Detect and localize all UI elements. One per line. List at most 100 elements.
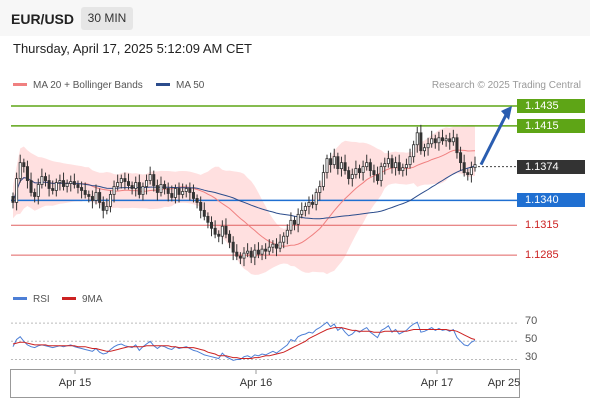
candle-body	[43, 176, 47, 181]
candle-body	[134, 182, 138, 189]
candle-body	[191, 192, 195, 199]
candle-body	[415, 132, 419, 146]
candle-body	[72, 181, 76, 185]
candle-body	[173, 188, 177, 198]
candle-body	[339, 162, 343, 170]
ma20-swatch	[13, 82, 27, 86]
ma20-label: MA 20 + Bollinger Bands	[33, 80, 143, 91]
candle-body	[51, 188, 55, 191]
candle-body	[347, 170, 351, 179]
last-price-label: 1.1374	[517, 159, 585, 174]
x-tick-apr16: Apr 16	[239, 377, 273, 389]
level-label-s1: 1.1315	[525, 219, 559, 232]
candle-body	[473, 164, 477, 169]
candle-body	[238, 255, 242, 259]
candle-body	[404, 164, 408, 169]
candle-body	[300, 209, 304, 215]
candle-body	[441, 137, 445, 142]
candle-body	[47, 180, 51, 189]
candle-body	[119, 178, 123, 183]
x-tick-apr25: Apr 25	[487, 377, 521, 389]
candle-body	[390, 158, 394, 169]
candle-body	[231, 241, 235, 253]
candle-body	[141, 186, 145, 195]
candle-body	[206, 215, 210, 223]
candle-body	[459, 152, 463, 164]
candle-body	[318, 186, 322, 193]
candle-body	[65, 183, 69, 187]
candle-body	[249, 250, 253, 258]
candle-body	[40, 176, 44, 185]
candle-body	[11, 196, 15, 203]
candle-body	[354, 168, 358, 175]
candle-body	[148, 174, 152, 181]
candle-body	[18, 162, 22, 179]
candle-body	[166, 188, 170, 194]
top-bar: EUR/USD 30 MIN	[0, 0, 590, 36]
candle-body	[29, 180, 33, 193]
candle-body	[213, 227, 217, 235]
candle-body	[267, 246, 271, 252]
candle-body	[408, 156, 412, 166]
level-label-r2: 1.1435	[517, 98, 585, 113]
forecast-arrow-shaft	[479, 114, 508, 166]
level-label-r1: 1.1415	[517, 118, 585, 133]
candle-body	[188, 188, 192, 193]
candle-body	[260, 248, 264, 255]
candle-body	[336, 156, 340, 170]
candle-body	[271, 243, 275, 248]
candle-body	[285, 229, 289, 237]
candle-body	[437, 137, 441, 144]
legend-ma50: MA 50	[156, 80, 204, 91]
candle-body	[311, 202, 315, 205]
candle-body	[130, 185, 134, 189]
candle-body	[357, 168, 362, 173]
rsi-line	[12, 321, 476, 361]
candle-body	[433, 138, 437, 144]
candle-body	[163, 184, 167, 189]
candle-body	[444, 138, 448, 142]
rsi-tick-30: 30	[525, 351, 538, 363]
candle-body	[448, 138, 452, 143]
candle-body	[383, 163, 387, 168]
candle-body	[293, 219, 297, 225]
candle-body	[296, 213, 300, 225]
candle-body	[210, 221, 214, 229]
candle-body	[386, 158, 390, 165]
candle-body	[422, 147, 426, 152]
candle-body	[195, 198, 199, 203]
legend-ma20: MA 20 + Bollinger Bands	[13, 80, 143, 91]
x-tick-apr15: Apr 15	[58, 377, 92, 389]
candle-body	[33, 192, 37, 197]
candle-body	[137, 182, 141, 195]
candle-body	[87, 194, 91, 197]
candle-body	[350, 174, 354, 179]
candle-body	[155, 185, 159, 193]
timeframe-button[interactable]: 30 MIN	[81, 7, 133, 30]
candle-body	[83, 190, 87, 195]
candle-body	[462, 162, 466, 173]
legend-rsi-ma: 9MA	[62, 294, 103, 305]
x-tick-apr17: Apr 17	[420, 377, 454, 389]
candle-body	[145, 180, 149, 187]
candle-body	[184, 188, 188, 192]
candle-body	[76, 184, 80, 188]
candle-body	[332, 156, 336, 166]
rsi-tick-70: 70	[525, 315, 538, 327]
symbol-title: EUR/USD	[11, 11, 75, 27]
copyright-label: Research © 2025 Trading Central	[431, 80, 581, 91]
candle-body	[126, 181, 131, 186]
candle-body	[22, 162, 26, 168]
candle-body	[15, 178, 19, 203]
candle-body	[419, 132, 423, 152]
candle-body	[256, 249, 260, 255]
candle-body	[62, 180, 66, 187]
candle-body	[289, 219, 293, 231]
candle-body	[451, 137, 455, 143]
legend-rsi: RSI	[13, 294, 50, 305]
candle-body	[274, 243, 278, 249]
candle-body	[397, 162, 401, 171]
forecast-arrow-head	[501, 105, 512, 120]
ma50-line	[12, 165, 476, 220]
